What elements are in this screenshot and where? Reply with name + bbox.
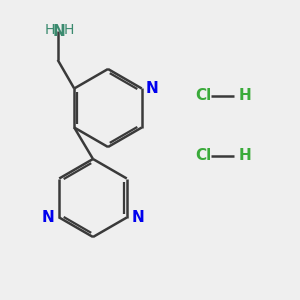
Text: N: N (53, 24, 66, 39)
Text: N: N (146, 81, 158, 96)
Text: Cl: Cl (195, 148, 211, 164)
Text: H: H (44, 23, 55, 37)
Text: N: N (131, 210, 144, 225)
Text: H: H (238, 88, 251, 104)
Text: H: H (238, 148, 251, 164)
Text: N: N (42, 210, 55, 225)
Text: H: H (64, 23, 74, 37)
Text: Cl: Cl (195, 88, 211, 104)
